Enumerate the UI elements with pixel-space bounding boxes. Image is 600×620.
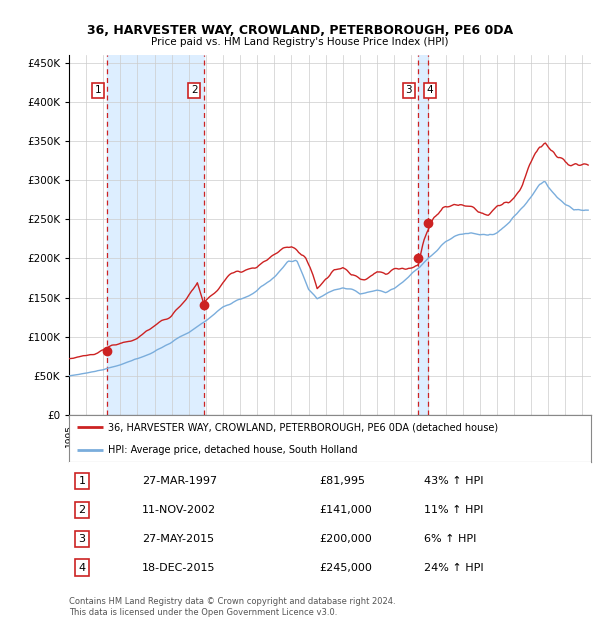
Text: 11% ↑ HPI: 11% ↑ HPI	[424, 505, 484, 515]
Text: 36, HARVESTER WAY, CROWLAND, PETERBOROUGH, PE6 0DA (detached house): 36, HARVESTER WAY, CROWLAND, PETERBOROUG…	[108, 422, 498, 432]
Text: 2: 2	[79, 505, 86, 515]
Text: 18-DEC-2015: 18-DEC-2015	[142, 562, 215, 573]
Text: £200,000: £200,000	[320, 534, 373, 544]
Text: Price paid vs. HM Land Registry's House Price Index (HPI): Price paid vs. HM Land Registry's House …	[151, 37, 449, 47]
Bar	[107, 55, 203, 415]
Text: HPI: Average price, detached house, South Holland: HPI: Average price, detached house, Sout…	[108, 445, 358, 455]
Text: £81,995: £81,995	[320, 476, 365, 486]
Text: 4: 4	[79, 562, 86, 573]
Text: 27-MAR-1997: 27-MAR-1997	[142, 476, 217, 486]
Text: £141,000: £141,000	[320, 505, 373, 515]
Text: 43% ↑ HPI: 43% ↑ HPI	[424, 476, 484, 486]
Text: 24% ↑ HPI: 24% ↑ HPI	[424, 562, 484, 573]
Text: 4: 4	[427, 85, 433, 95]
Text: 27-MAY-2015: 27-MAY-2015	[142, 534, 214, 544]
Text: 6% ↑ HPI: 6% ↑ HPI	[424, 534, 476, 544]
Text: 1: 1	[94, 85, 101, 95]
Text: 3: 3	[406, 85, 412, 95]
Text: 2: 2	[191, 85, 197, 95]
Text: 1: 1	[79, 476, 86, 486]
Text: 11-NOV-2002: 11-NOV-2002	[142, 505, 216, 515]
Text: 3: 3	[79, 534, 86, 544]
Text: Contains HM Land Registry data © Crown copyright and database right 2024.
This d: Contains HM Land Registry data © Crown c…	[69, 598, 395, 617]
Text: £245,000: £245,000	[320, 562, 373, 573]
Bar	[418, 55, 428, 415]
Text: 36, HARVESTER WAY, CROWLAND, PETERBOROUGH, PE6 0DA: 36, HARVESTER WAY, CROWLAND, PETERBOROUG…	[87, 24, 513, 37]
